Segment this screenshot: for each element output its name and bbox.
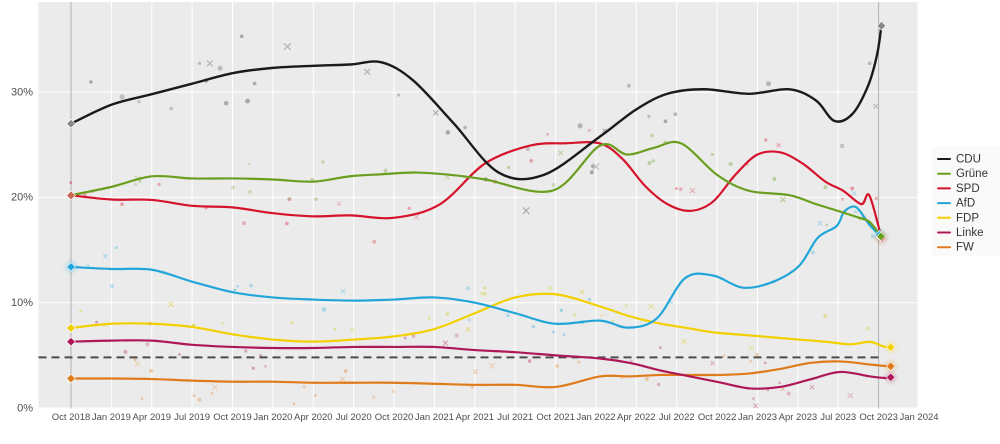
svg-text:Jul 2019: Jul 2019	[174, 412, 210, 423]
svg-text:Jul 2023: Jul 2023	[820, 412, 856, 423]
svg-text:0%: 0%	[17, 403, 33, 415]
svg-text:Oct 2018: Oct 2018	[52, 412, 91, 423]
svg-text:Apr 2022: Apr 2022	[617, 412, 656, 423]
svg-text:SPD: SPD	[956, 183, 980, 195]
svg-text:Apr 2019: Apr 2019	[133, 412, 172, 423]
svg-text:Oct 2020: Oct 2020	[375, 412, 414, 423]
svg-text:Jul 2021: Jul 2021	[497, 412, 533, 423]
svg-text:Jan 2023: Jan 2023	[738, 412, 777, 423]
svg-text:Apr 2021: Apr 2021	[456, 412, 495, 423]
svg-text:Jan 2024: Jan 2024	[899, 412, 938, 423]
svg-text:Oct 2019: Oct 2019	[213, 412, 252, 423]
svg-text:Jan 2019: Jan 2019	[92, 412, 131, 423]
svg-text:Jan 2022: Jan 2022	[576, 412, 615, 423]
svg-text:20%: 20%	[11, 192, 33, 204]
svg-text:Apr 2023: Apr 2023	[779, 412, 818, 423]
svg-text:10%: 10%	[11, 297, 33, 309]
svg-text:Jul 2022: Jul 2022	[659, 412, 695, 423]
svg-text:Jan 2021: Jan 2021	[415, 412, 454, 423]
svg-text:FW: FW	[956, 242, 974, 254]
svg-text:Jul 2020: Jul 2020	[336, 412, 372, 423]
svg-text:CDU: CDU	[956, 154, 981, 166]
svg-text:Oct 2023: Oct 2023	[859, 412, 898, 423]
svg-text:Oct 2021: Oct 2021	[536, 412, 575, 423]
svg-text:Linke: Linke	[956, 227, 984, 239]
svg-text:FDP: FDP	[956, 212, 979, 224]
svg-text:30%: 30%	[11, 87, 33, 99]
svg-text:Grüne: Grüne	[956, 168, 988, 180]
svg-text:AfD: AfD	[956, 198, 975, 210]
svg-text:Apr 2020: Apr 2020	[294, 412, 333, 423]
svg-text:Jan 2020: Jan 2020	[253, 412, 292, 423]
svg-text:Oct 2022: Oct 2022	[698, 412, 737, 423]
